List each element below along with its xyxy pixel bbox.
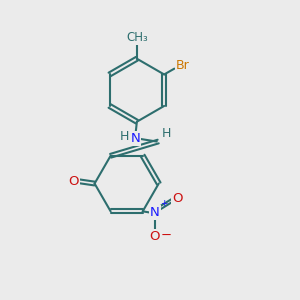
Text: H: H [162,127,171,140]
Text: N: N [150,206,160,219]
Text: N: N [130,132,140,145]
Text: O: O [172,192,183,205]
Text: H: H [120,130,129,143]
Text: O: O [68,175,79,188]
Text: +: + [160,199,168,208]
Text: −: − [160,229,172,242]
Text: CH₃: CH₃ [126,31,148,44]
Text: O: O [150,230,160,243]
Text: Br: Br [176,59,190,72]
